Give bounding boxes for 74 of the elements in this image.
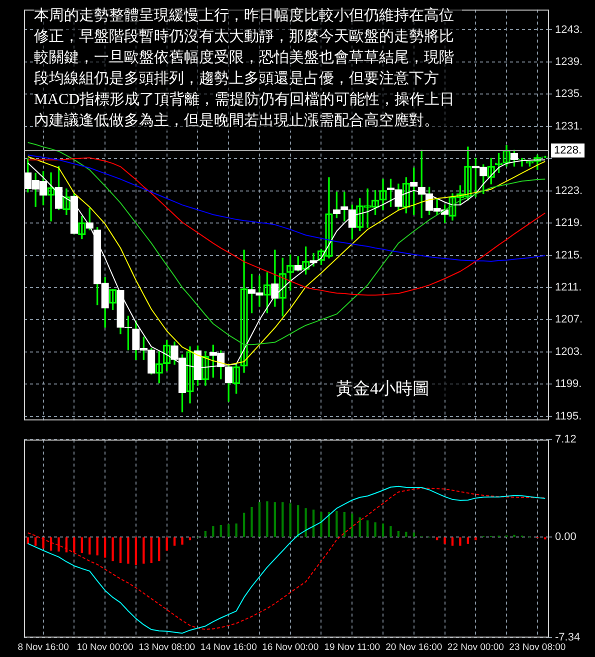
bar [173,537,176,546]
bar [158,537,160,562]
y-tick-label: 1199. [555,378,582,390]
annotation: 黃金4小時圖 [336,378,466,400]
bar [382,523,384,537]
bar [235,523,238,537]
bar [96,537,98,556]
bar [181,537,184,545]
x-tick-label: 10 Nov 00:00 [76,642,134,653]
y-tick-label: 0.00 [555,531,576,544]
x-tick-label: 13 Nov 08:00 [138,642,196,653]
bar [274,502,276,537]
x-tick-label: 19 Nov 11:00 [324,642,380,653]
bar [142,537,145,564]
bar [466,537,470,544]
bar [212,526,214,537]
y-tick-label: 1203. [555,346,583,358]
bar [351,513,354,537]
x-tick-label: 22 Nov 00:00 [447,642,504,653]
y-tick-label: 1211. [555,282,582,294]
x-tick-label: 23 Nov 08:00 [509,642,566,653]
bar [320,512,322,537]
y-tick-label: 1207. [555,314,583,326]
bar [358,517,361,537]
bar [366,520,369,537]
bar [405,532,408,537]
bar [390,526,392,537]
bar [127,537,130,564]
y-tick-label: 1243. [555,24,583,36]
y-tick-label: 1215. [555,249,583,262]
bar [134,537,138,565]
bar [459,537,462,546]
bar [166,537,168,551]
bar [150,537,152,564]
ref-line-label: 1228. [554,144,582,157]
y-tick-label: -7.34 [555,632,580,644]
bar [220,524,222,537]
bar [451,537,454,546]
x-tick-label: 14 Nov 16:00 [200,642,257,653]
bar [444,537,446,544]
bar [228,524,230,537]
bar [73,537,76,552]
y-tick-label: 1219. [555,217,583,230]
y-tick-label: 1231. [555,120,583,132]
annotation: 本周的走勢整體呈現緩慢上行，昨日幅度比較小但仍維持在高位修正，早盤階段暫時仍沒有太大動靜，那麼今天歐盤的走勢將比較關鍵，一旦歐盤依舊幅度受限，恐怕美盤也會草草結尾，現階段均線組仍是多頭排列，趨勢上多頭還是占優，但要注意下方MACD指標形成了頂背離，需提防仍有回檔的可能性，操作上日內建議逢低做多為主，但是晚間若出現止漲需配合高空應對。 [34,5,462,131]
x-tick-label: 20 Nov 16:00 [386,642,442,653]
y-tick-label: 1235. [555,88,583,100]
bar [250,507,253,537]
bar [80,537,83,554]
bar [343,512,346,537]
bar [258,502,261,537]
bar [204,531,207,537]
bar [58,537,60,552]
bar [412,532,415,537]
bar [336,510,338,537]
bar [112,537,114,562]
bar [42,537,44,549]
bar [119,537,122,564]
x-tick-label: 8 Nov 16:00 [18,642,69,653]
bar [242,512,246,537]
bar [266,501,268,537]
bar [374,522,376,537]
y-tick-label: 1239. [555,56,583,68]
bar [397,531,400,537]
bar [282,502,284,537]
bar [289,503,292,537]
x-tick-label: 16 Nov 00:00 [262,642,319,653]
bar [304,508,307,537]
y-tick-label: 1195. [555,410,582,422]
bar [34,537,37,546]
bar [104,537,106,558]
bar [88,537,91,555]
y-tick-label: 7.12 [555,434,576,446]
y-tick-label: 1223. [555,184,583,197]
